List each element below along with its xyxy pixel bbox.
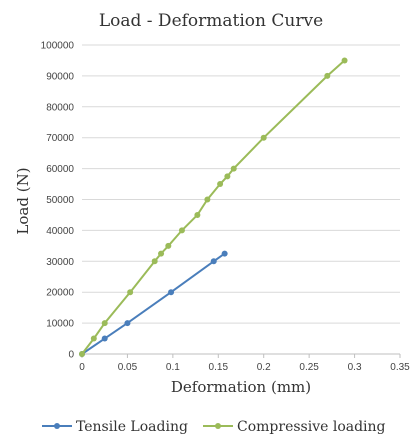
x-tick-label: 0.15	[209, 362, 229, 373]
chart-title: Load - Deformation Curve	[99, 11, 323, 31]
y-axis-title: Load (N)	[14, 167, 32, 234]
x-tick-label: 0.25	[299, 362, 319, 373]
legend-label-tensile: Tensile Loading	[76, 419, 188, 435]
x-tick-labels: 0 0.05 0.1 0.15 0.2 0.25 0.3 0.35	[79, 362, 410, 373]
x-tick-label: 0.3	[348, 362, 362, 373]
data-point	[341, 57, 348, 64]
y-tick-label: 90000	[46, 71, 74, 82]
data-point	[178, 227, 185, 234]
x-tick-label: 0.2	[257, 362, 271, 373]
series-0	[79, 250, 228, 357]
series-group	[79, 57, 348, 357]
legend-marker-compressive	[215, 423, 221, 429]
x-tick-label: 0.35	[390, 362, 410, 373]
data-point	[204, 196, 211, 203]
data-point	[127, 289, 134, 296]
y-tick-label: 100000	[41, 41, 75, 52]
legend-item-tensile: Tensile Loading	[42, 419, 188, 435]
data-point	[230, 165, 237, 172]
y-tick-label: 0	[68, 350, 74, 361]
series-1	[79, 57, 348, 357]
legend: Tensile Loading Compressive loading	[42, 419, 386, 435]
data-point	[210, 258, 217, 265]
x-tick-label: 0.05	[118, 362, 138, 373]
x-tick-label: 0	[79, 362, 85, 373]
y-tick-label: 10000	[46, 319, 74, 330]
data-point	[101, 335, 108, 342]
y-tick-label: 70000	[46, 133, 74, 144]
gridlines	[82, 44, 400, 324]
data-point	[79, 351, 85, 357]
y-tick-label: 20000	[46, 288, 74, 299]
y-tick-label: 60000	[46, 164, 74, 175]
data-point	[324, 72, 331, 79]
data-point	[151, 258, 158, 265]
legend-label-compressive: Compressive loading	[237, 419, 386, 435]
y-tick-label: 30000	[46, 257, 74, 268]
data-point	[194, 211, 201, 218]
data-point	[217, 181, 224, 188]
data-point	[158, 250, 165, 257]
y-tick-label: 50000	[46, 195, 74, 206]
axes	[81, 353, 401, 358]
data-point	[165, 242, 172, 249]
y-tick-label: 80000	[46, 102, 74, 113]
y-tick-labels: 0 10000 20000 30000 40000 50000 60000 70000 8000…	[41, 41, 75, 361]
data-point	[101, 320, 108, 327]
y-tick-label: 40000	[46, 226, 74, 237]
legend-item-compressive: Compressive loading	[203, 419, 386, 435]
data-point	[224, 173, 231, 180]
data-point	[221, 250, 228, 257]
legend-marker-tensile	[54, 423, 60, 429]
series-line	[81, 59, 346, 355]
data-point	[168, 289, 175, 296]
data-point	[260, 134, 267, 141]
data-point	[124, 320, 131, 327]
data-point	[90, 335, 97, 342]
x-axis-title: Deformation (mm)	[171, 378, 311, 396]
x-tick-label: 0.1	[166, 362, 180, 373]
